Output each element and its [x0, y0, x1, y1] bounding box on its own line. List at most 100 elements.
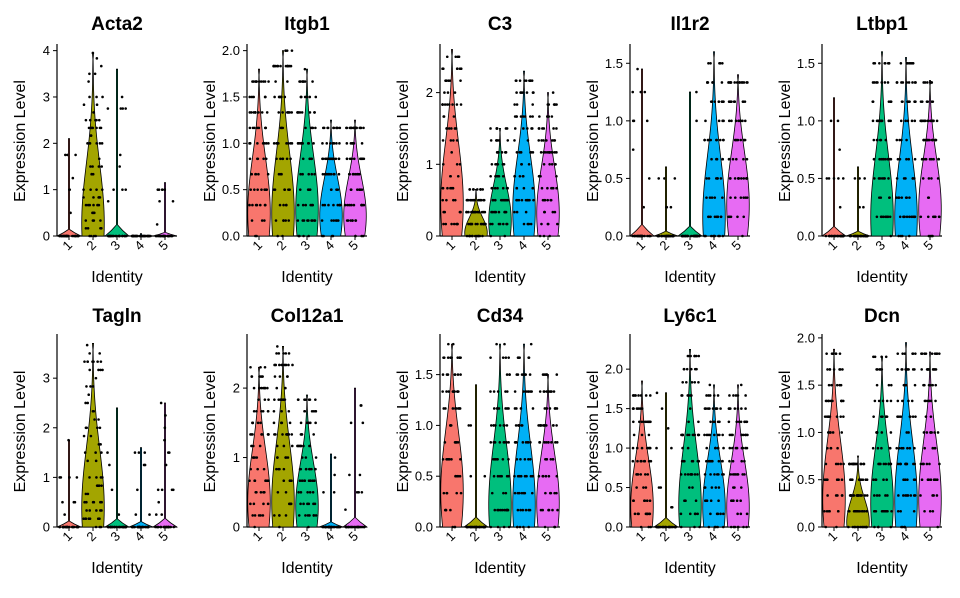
data-point: [483, 474, 487, 478]
data-point: [897, 234, 900, 238]
data-point: [87, 126, 91, 130]
data-point: [310, 172, 314, 176]
violin-il1r2-1: [629, 68, 655, 237]
data-point: [698, 525, 701, 529]
data-point: [314, 421, 317, 425]
data-point: [884, 355, 888, 359]
data-point: [452, 222, 456, 226]
data-point: [517, 198, 521, 202]
y-axis-label: Expression Level: [395, 371, 412, 493]
data-point: [551, 508, 554, 512]
data-point: [546, 115, 549, 118]
data-point: [297, 234, 300, 238]
data-point: [743, 100, 747, 103]
data-point: [852, 494, 856, 497]
data-point: [519, 407, 523, 410]
data-point: [134, 513, 138, 516]
data-point: [542, 424, 546, 427]
data-point: [358, 126, 362, 130]
data-point: [513, 210, 516, 214]
data-point: [550, 441, 553, 444]
data-point: [835, 383, 839, 387]
data-point: [734, 446, 738, 450]
data-point: [453, 198, 457, 202]
y-tick-label: 1.5: [797, 56, 815, 71]
data-point: [721, 61, 724, 65]
data-point: [643, 459, 647, 463]
data-point: [708, 433, 712, 437]
data-point: [95, 103, 99, 106]
data-point: [736, 138, 740, 142]
x-tick-label: 5: [728, 529, 744, 545]
data-point: [914, 81, 917, 84]
data-point: [832, 177, 836, 180]
data-point: [94, 234, 97, 238]
data-point: [865, 234, 868, 238]
data-point: [121, 188, 124, 191]
data-point: [63, 525, 66, 529]
data-point: [709, 420, 712, 424]
data-point: [823, 478, 827, 482]
data-point: [86, 203, 90, 207]
data-point: [278, 203, 282, 207]
data-point: [154, 234, 158, 238]
data-point: [146, 525, 149, 529]
data-point: [906, 446, 909, 450]
data-point: [865, 478, 869, 482]
data-point: [250, 172, 253, 176]
data-point: [321, 525, 324, 529]
data-point: [454, 441, 458, 444]
data-point: [679, 525, 683, 529]
data-point: [842, 399, 845, 403]
data-point: [745, 512, 749, 516]
data-point: [709, 138, 713, 142]
data-point: [648, 420, 651, 424]
data-point: [273, 95, 276, 99]
data-point: [120, 234, 124, 238]
data-point: [171, 199, 175, 203]
data-point: [156, 234, 160, 238]
data-point: [660, 407, 664, 410]
data-point: [281, 126, 285, 130]
violin-acta2-2: [81, 52, 105, 237]
data-point: [902, 494, 905, 497]
data-point: [906, 119, 910, 123]
data-point: [731, 459, 735, 463]
data-point: [446, 186, 449, 190]
data-point: [722, 512, 725, 516]
data-point: [493, 508, 497, 512]
data-point: [157, 500, 161, 504]
data-point: [828, 368, 832, 371]
data-point: [643, 473, 647, 476]
data-point: [519, 151, 523, 154]
data-point: [935, 352, 938, 355]
x-tick-label: 5: [920, 238, 936, 254]
data-point: [98, 525, 102, 529]
data-point: [447, 390, 450, 393]
data-point: [84, 517, 88, 521]
data-point: [876, 446, 880, 450]
data-point: [924, 399, 928, 403]
x-tick-label: 1: [59, 529, 75, 545]
data-point: [744, 407, 747, 410]
violin-tagln-2: [81, 343, 105, 528]
data-point: [729, 473, 733, 476]
data-point: [249, 188, 253, 191]
data-point: [489, 525, 493, 529]
data-point: [703, 433, 706, 437]
data-point: [741, 234, 744, 238]
data-point: [115, 234, 118, 238]
data-point: [548, 407, 552, 410]
data-point: [515, 407, 518, 410]
data-point: [74, 234, 77, 238]
data-point: [863, 177, 866, 180]
data-point: [865, 509, 869, 513]
data-point: [649, 234, 652, 238]
y-axis-label: Expression Level: [585, 80, 602, 202]
data-point: [259, 490, 263, 494]
data-point: [285, 203, 288, 207]
data-point: [873, 177, 876, 180]
data-point: [307, 219, 310, 222]
data-point: [264, 157, 268, 161]
